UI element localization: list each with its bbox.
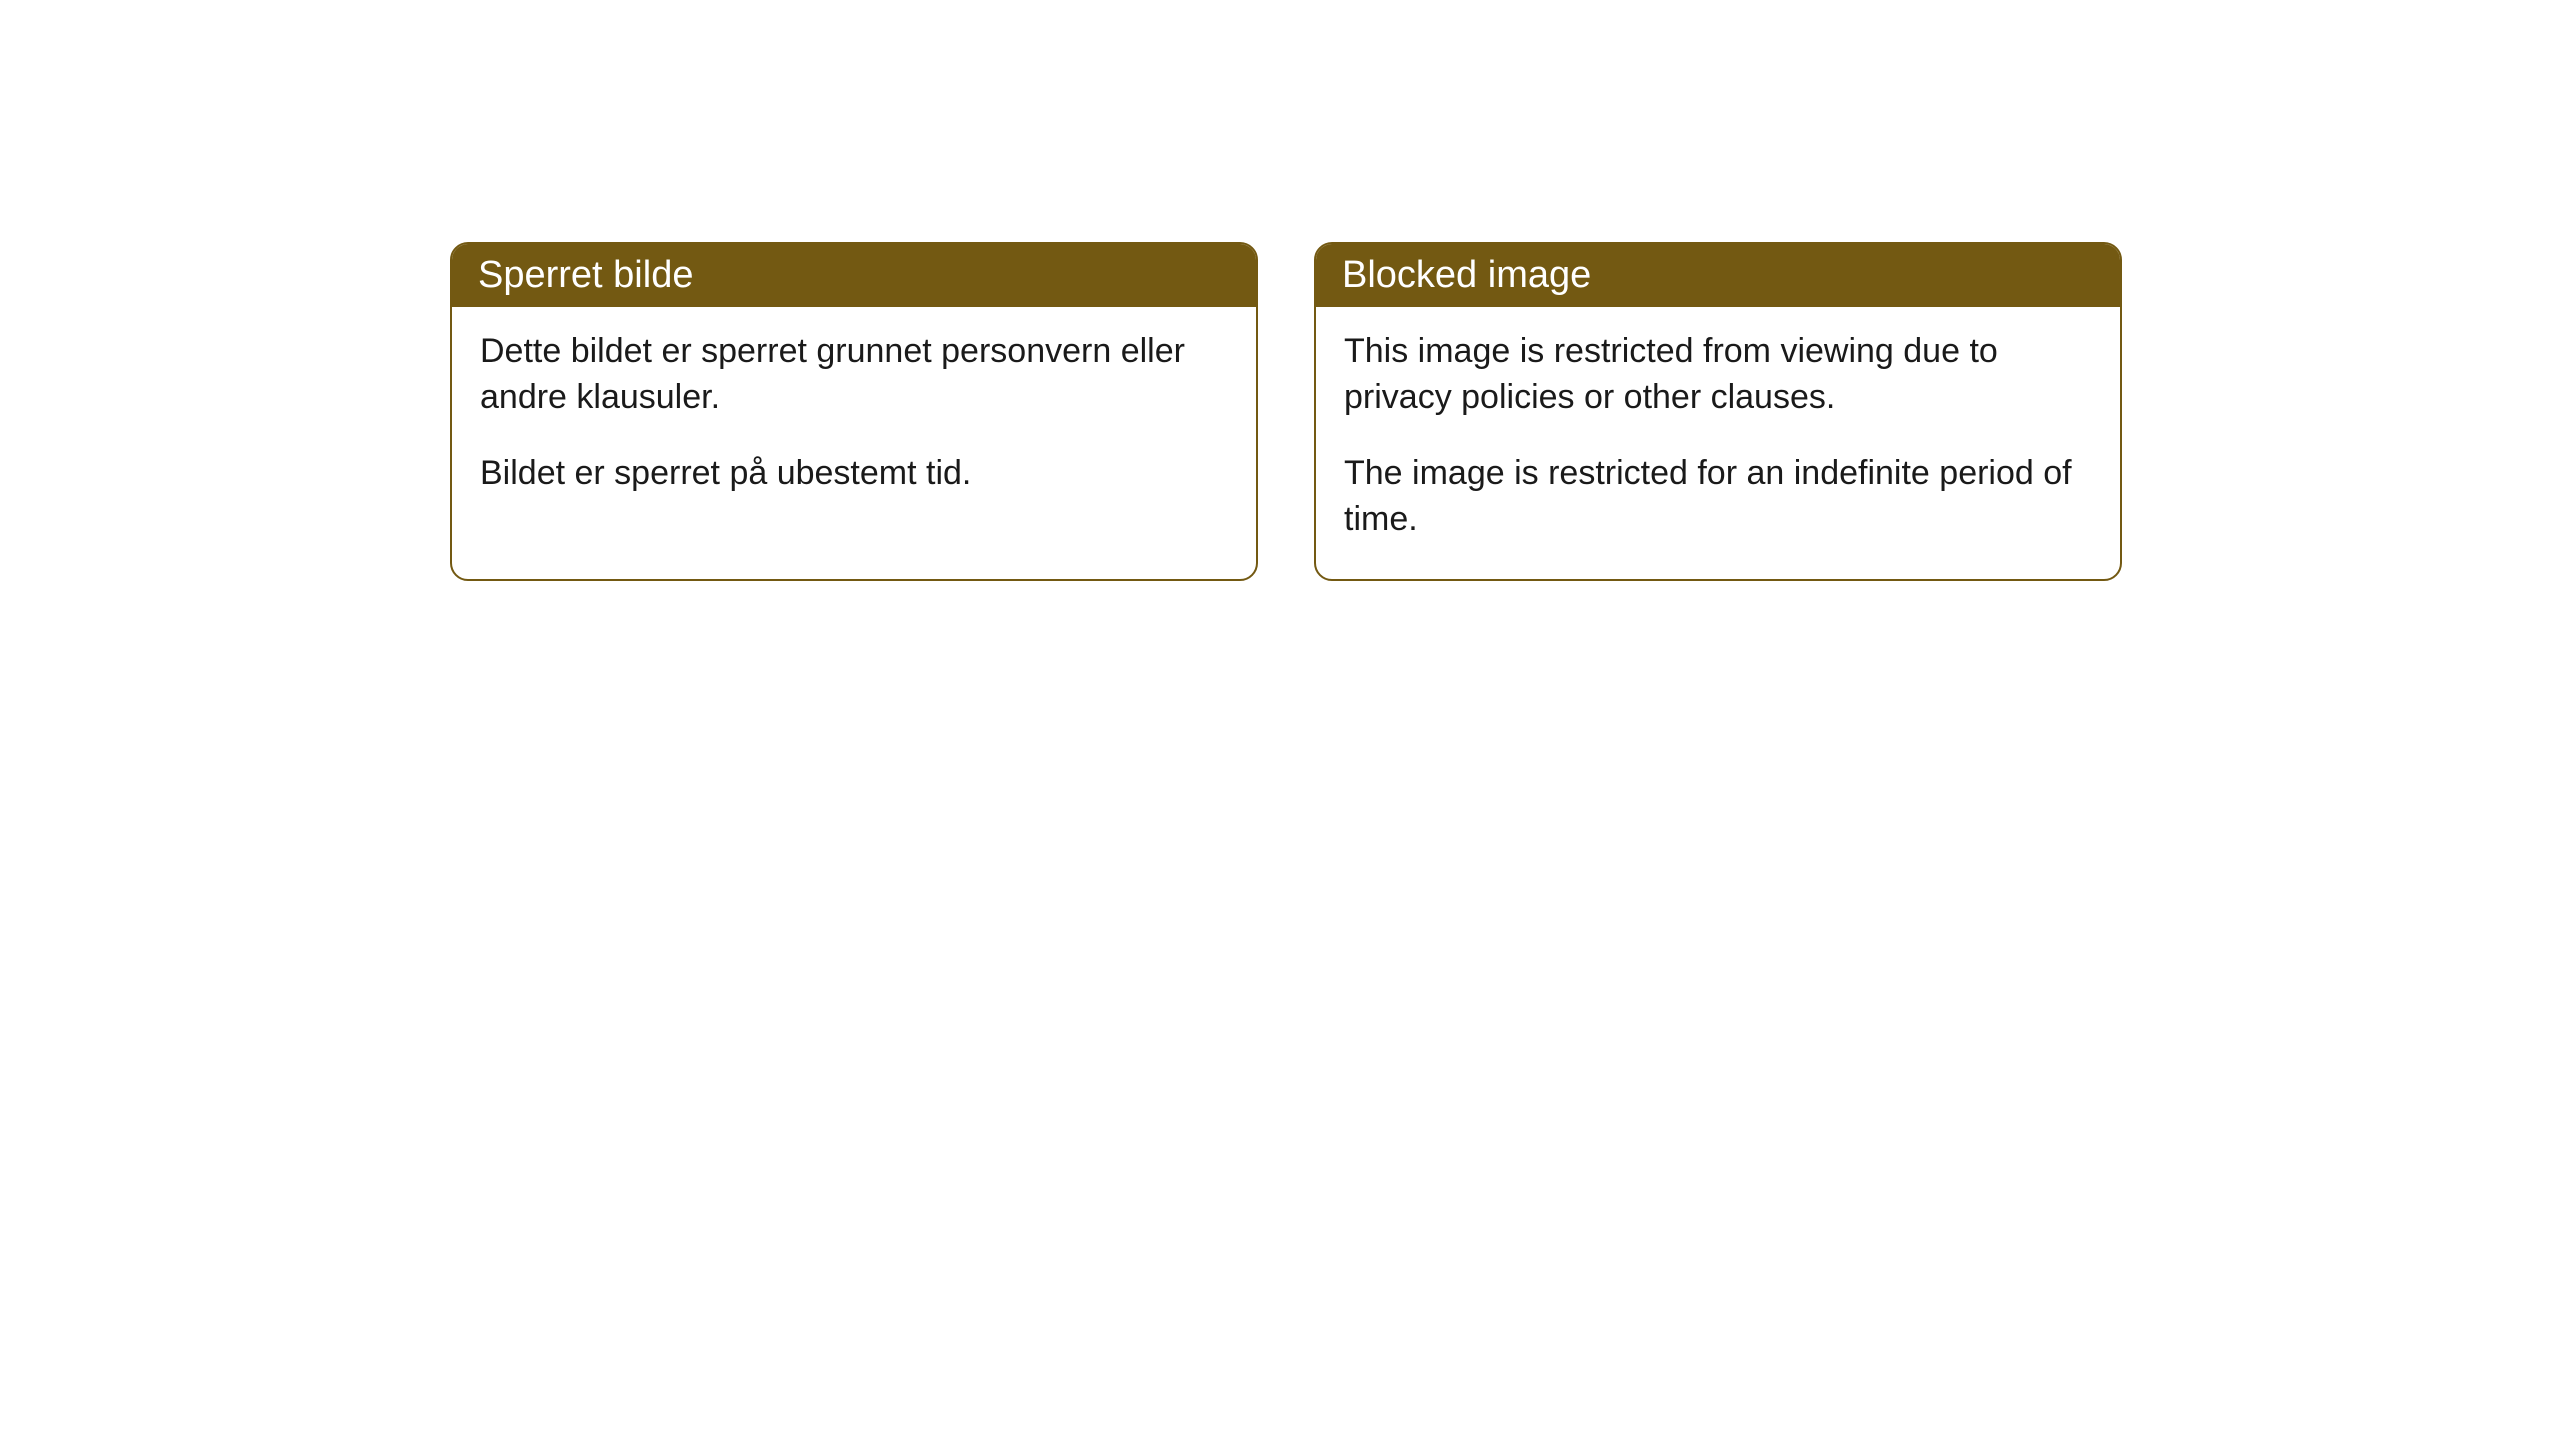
- card-header-no: Sperret bilde: [452, 244, 1256, 307]
- card-text-no-1: Dette bildet er sperret grunnet personve…: [480, 329, 1228, 421]
- card-text-en-2: The image is restricted for an indefinit…: [1344, 451, 2092, 543]
- card-text-en-1: This image is restricted from viewing du…: [1344, 329, 2092, 421]
- blocked-image-card-en: Blocked image This image is restricted f…: [1314, 242, 2122, 581]
- notice-cards-container: Sperret bilde Dette bildet er sperret gr…: [450, 242, 2122, 581]
- card-header-en: Blocked image: [1316, 244, 2120, 307]
- card-text-no-2: Bildet er sperret på ubestemt tid.: [480, 451, 1228, 497]
- blocked-image-card-no: Sperret bilde Dette bildet er sperret gr…: [450, 242, 1258, 581]
- card-body-en: This image is restricted from viewing du…: [1316, 307, 2120, 579]
- card-body-no: Dette bildet er sperret grunnet personve…: [452, 307, 1256, 533]
